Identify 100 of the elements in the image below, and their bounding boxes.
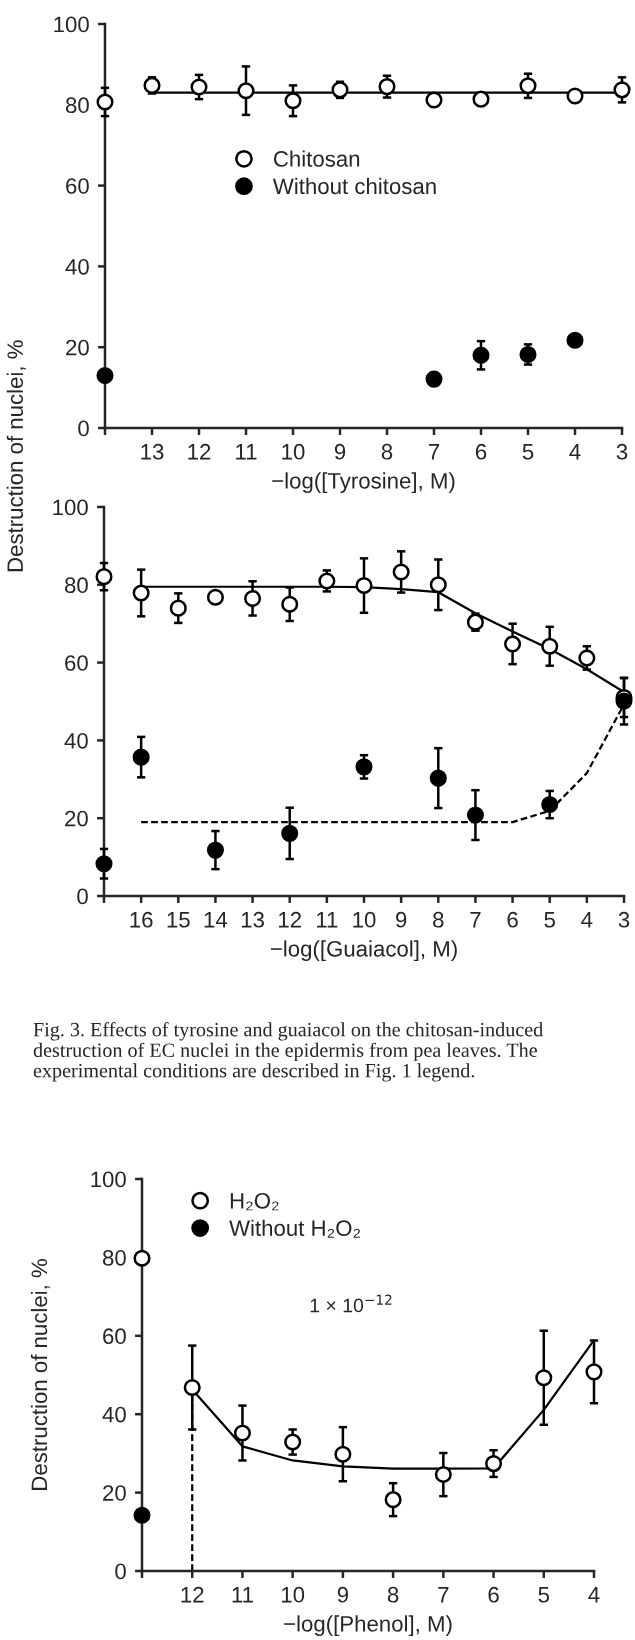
- x-tick-label: 12: [188, 443, 211, 460]
- x-tick-label: 10: [353, 911, 376, 928]
- point: [281, 824, 299, 842]
- y-tick-label: 60: [66, 178, 89, 194]
- x-tick-label: 6: [475, 443, 487, 460]
- point: [355, 577, 373, 595]
- x-tick-label: 16: [130, 911, 153, 928]
- x-tick-label: 11: [236, 444, 257, 460]
- x-tick-label: 8: [433, 911, 444, 928]
- x-tick-label: 11: [317, 912, 338, 928]
- x-tick-label: 4: [581, 912, 593, 928]
- x-tick-label: 9: [337, 1586, 349, 1603]
- y-tick-label: 20: [65, 810, 88, 827]
- x-tick-label: 14: [204, 912, 228, 928]
- point: [384, 1491, 402, 1509]
- x-tick-label: 4: [569, 444, 581, 460]
- point: [133, 1249, 151, 1267]
- y-tick-label: 100: [54, 16, 89, 33]
- point: [169, 599, 187, 617]
- point: [96, 93, 114, 111]
- y-tick-label: 100: [53, 499, 88, 516]
- point: [133, 1506, 151, 1524]
- point: [535, 1369, 553, 1387]
- y-axis-title: Destruction of nuclei, %: [30, 1259, 50, 1490]
- y-tick-label: 60: [65, 655, 88, 671]
- y-tick-label: 20: [103, 1485, 126, 1501]
- x-tick-label: 12: [181, 1586, 204, 1603]
- point: [519, 77, 537, 95]
- point: [485, 1455, 503, 1473]
- point: [183, 1379, 201, 1397]
- x-tick-label: 12: [279, 911, 301, 928]
- y-tick-label: 40: [102, 1406, 126, 1423]
- point: [425, 370, 443, 388]
- point: [466, 613, 484, 631]
- point: [504, 635, 522, 653]
- y-tick-label: 0: [78, 420, 89, 437]
- point: [206, 588, 224, 606]
- point: [284, 1433, 302, 1451]
- x-tick-label: 5: [538, 1587, 550, 1603]
- x-tick-label: 11: [232, 1587, 253, 1603]
- point: [334, 1445, 352, 1463]
- x-tick-label: 15: [167, 912, 190, 928]
- x-tick-label: 3: [618, 911, 630, 928]
- point: [429, 576, 447, 594]
- x-axis-title: −log([Tyrosine], M): [272, 472, 455, 494]
- y-tick-label: 80: [65, 97, 89, 114]
- point: [95, 568, 113, 586]
- point: [206, 841, 224, 859]
- y-tick-label: 0: [77, 888, 88, 905]
- y-tick-label: 40: [64, 732, 88, 749]
- y-tick-label: 60: [103, 1328, 126, 1345]
- point: [281, 595, 299, 613]
- y-tick-label: 100: [91, 1171, 126, 1188]
- point: [466, 806, 484, 824]
- point: [434, 1466, 452, 1484]
- x-tick-label: 4: [588, 1587, 600, 1603]
- x-tick-label: 8: [381, 443, 393, 460]
- y-tick-label: 80: [64, 577, 88, 594]
- x-tick-label: 7: [438, 1587, 449, 1603]
- x-axis-title: −log([Phenol], M): [284, 1615, 452, 1637]
- annotation: 1 × 10$^{−12}$: [310, 1294, 392, 1313]
- legend-label: Without H₂O₂: [229, 1219, 361, 1238]
- point: [237, 82, 255, 100]
- y-axis-title: Destruction of nuclei, %: [6, 340, 26, 572]
- point: [472, 346, 490, 364]
- x-tick-label: 9: [334, 443, 346, 460]
- x-tick-label: 6: [507, 911, 518, 928]
- point: [541, 796, 559, 814]
- y-tick-label: 40: [65, 258, 89, 275]
- point: [392, 563, 410, 581]
- point: [95, 855, 113, 873]
- point: [566, 87, 584, 105]
- point: [284, 92, 302, 110]
- x-tick-label: 7: [428, 444, 440, 460]
- legend-label: H₂O₂: [230, 1192, 279, 1211]
- y-tick-label: 20: [66, 339, 89, 356]
- point: [613, 81, 631, 99]
- x-tick-label: 5: [544, 912, 555, 928]
- point: [233, 1424, 251, 1442]
- point: [541, 637, 559, 655]
- point: [244, 589, 262, 607]
- x-tick-label: 9: [396, 911, 407, 928]
- caption: Fig. 3. Effects of tyrosine and guaiacol on the chitosan-induced destruction of EC nuclei in the epidermis from pea leaves. The experimental conditions are described in Fig. 1 legend.: [33, 1022, 543, 1082]
- point: [96, 366, 114, 385]
- x-tick-label: 10: [282, 443, 305, 460]
- x-tick-label: 13: [141, 443, 164, 460]
- legend-label: Chitosan: [273, 150, 360, 167]
- x-tick-label: 6: [488, 1586, 499, 1603]
- point: [132, 584, 150, 602]
- x-axis-title: −log([Guaiacol], M): [270, 940, 457, 962]
- x-tick-label: 8: [387, 1586, 399, 1603]
- point: [190, 78, 208, 96]
- point: [132, 748, 150, 766]
- x-tick-label: 7: [470, 912, 481, 928]
- x-tick-label: 10: [282, 1586, 305, 1603]
- x-tick-label: 5: [522, 444, 534, 460]
- point: [472, 90, 490, 108]
- point: [425, 91, 443, 109]
- y-tick-label: 80: [102, 1249, 126, 1266]
- point: [585, 1363, 603, 1381]
